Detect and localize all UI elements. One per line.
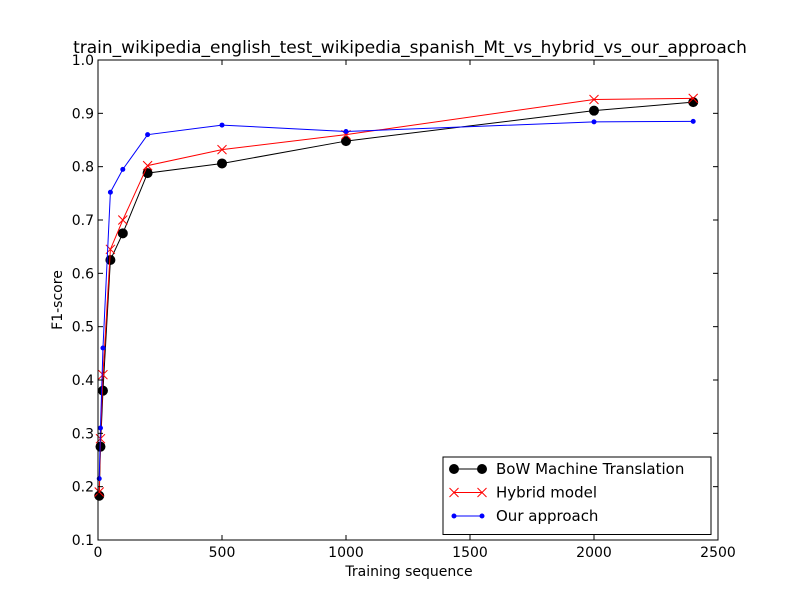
y-tick-label: 0.8 <box>72 160 94 176</box>
data-point <box>117 215 128 225</box>
y-axis-label: F1-score <box>50 270 66 330</box>
x-tick-label: 2500 <box>700 545 736 561</box>
x-axis: 0 500 1000 1500 2000 2500 <box>94 60 736 561</box>
y-tick-label: 0.3 <box>72 426 94 442</box>
x-tick-label: 0 <box>94 545 103 561</box>
series-line <box>98 97 694 493</box>
y-tick-label: 0.7 <box>72 213 94 229</box>
series-3 <box>96 118 696 482</box>
legend-label: Our approach <box>496 507 598 525</box>
legend: BoW Machine Translation Hybrid model Our a… <box>442 456 712 535</box>
legend-marker <box>449 464 459 474</box>
plot-area <box>94 93 699 501</box>
data-point <box>107 189 113 195</box>
legend-label: BoW Machine Translation <box>496 460 684 478</box>
series-2 <box>94 93 699 497</box>
legend-label: Hybrid model <box>496 484 597 502</box>
data-point <box>145 132 151 138</box>
data-point <box>688 93 699 104</box>
y-tick-label: 0.4 <box>72 373 94 389</box>
legend-item: Our approach <box>451 507 598 525</box>
x-tick-label: 500 <box>209 545 236 561</box>
y-axis: 0.1 0.2 0.3 0.4 0.5 0.6 0.7 0.8 0.9 1.0 <box>72 53 718 549</box>
y-tick-label: 0.1 <box>72 533 94 549</box>
x-tick-label: 2000 <box>576 545 612 561</box>
series-line <box>98 120 694 479</box>
data-point <box>98 369 108 380</box>
data-point <box>117 228 128 239</box>
data-point <box>219 122 225 128</box>
legend-marker <box>477 464 487 474</box>
y-tick-label: 0.9 <box>72 106 94 122</box>
legend-item: Hybrid model <box>449 484 597 502</box>
legend-marker <box>449 487 459 498</box>
data-point <box>589 105 599 116</box>
plot-frame <box>97 59 719 541</box>
y-tick-label: 0.2 <box>72 480 94 496</box>
data-point <box>589 94 599 105</box>
legend-marker <box>451 513 457 519</box>
legend-item: BoW Machine Translation <box>449 460 684 478</box>
data-point <box>142 160 153 171</box>
x-tick-label: 1000 <box>328 545 364 561</box>
data-point <box>341 136 351 147</box>
data-point <box>591 119 597 125</box>
y-tick-label: 1.0 <box>72 53 94 69</box>
chart-title: train_wikipedia_english_test_wikipedia_s… <box>73 38 747 58</box>
data-point <box>690 118 696 124</box>
x-axis-label: Training sequence <box>344 564 472 580</box>
y-tick-label: 0.5 <box>72 320 94 336</box>
data-point <box>688 97 699 108</box>
data-point <box>343 128 349 134</box>
data-point <box>217 144 227 155</box>
legend-marker <box>477 487 487 498</box>
x-tick-label: 1500 <box>452 545 488 561</box>
series-line <box>98 101 694 496</box>
legend-marker <box>479 513 485 519</box>
data-point <box>217 158 227 169</box>
legend-box <box>442 456 712 535</box>
y-tick-label: 0.6 <box>72 266 94 282</box>
data-point <box>100 345 106 351</box>
data-point <box>97 425 103 431</box>
data-point <box>94 487 105 497</box>
data-point <box>120 166 126 172</box>
